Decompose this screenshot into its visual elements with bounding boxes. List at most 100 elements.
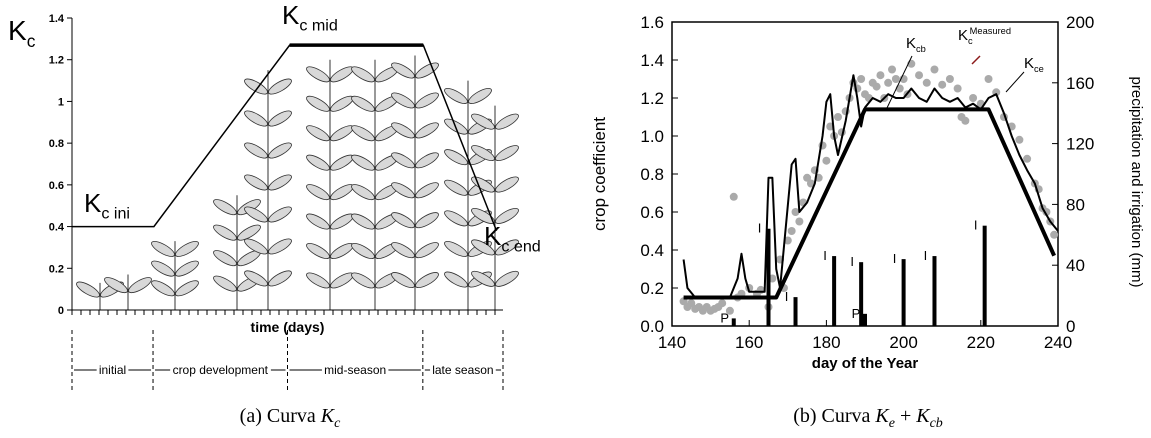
y2-tick-label: 200: [1066, 13, 1094, 32]
plant-leaf: [471, 270, 495, 287]
x-tick-label: 220: [967, 333, 995, 352]
plant-leaf: [351, 213, 375, 230]
plant-leaf: [468, 88, 492, 104]
x-tick-label: 240: [1044, 333, 1072, 352]
y-tick-label: 0: [58, 305, 64, 317]
measured-point: [872, 82, 881, 91]
y-tick-label: 1.0: [640, 127, 664, 146]
annotation-main: K: [484, 221, 502, 251]
water-bar: [731, 318, 736, 326]
measured-point: [1015, 135, 1024, 144]
y-tick-label: 1.6: [640, 13, 664, 32]
y-tick-label: 1.4: [49, 13, 65, 25]
measured-point: [822, 156, 831, 165]
stage-label: crop development: [173, 363, 269, 377]
y-tick-label: 1: [58, 96, 64, 108]
plant-leaf: [213, 275, 237, 292]
plant-leaf: [268, 78, 292, 95]
caption-term: K: [320, 405, 336, 427]
y-tick-label: 1.4: [640, 51, 664, 70]
plant-leaf: [268, 142, 292, 159]
annotation: Kc ini: [84, 188, 130, 223]
y-tick-label: 0.4: [49, 222, 65, 234]
plant-leaf: [471, 145, 495, 162]
plant-leaf: [330, 243, 354, 259]
plant-leaf: [415, 122, 439, 139]
plant-leaf: [244, 206, 268, 223]
plant-leaf: [151, 280, 175, 297]
plant-leaf: [444, 88, 468, 104]
plant-leaf: [330, 125, 354, 142]
plant-leaf: [213, 199, 237, 216]
water-bar: [863, 313, 867, 326]
y-tick-label: 0.2: [640, 279, 664, 298]
water-bar: [932, 256, 937, 326]
annotation-main: K: [958, 27, 968, 44]
measured-point: [915, 71, 924, 80]
plant-leaf: [444, 179, 468, 196]
measured-point: [884, 78, 893, 87]
annotation-arrow: [1005, 71, 1025, 93]
measured-point: [729, 192, 738, 201]
annotation-sup: Measured: [970, 26, 1011, 36]
plant-leaf: [351, 154, 375, 171]
bar-label: I: [850, 254, 854, 269]
x-tick-label: 180: [812, 333, 840, 352]
plant-leaf: [351, 272, 375, 289]
bar-label: I: [893, 251, 897, 266]
y2-tick-label: 80: [1066, 195, 1085, 214]
plant-leaf: [471, 239, 495, 256]
measured-point: [725, 306, 734, 315]
x-axis-label: time (days): [251, 319, 325, 335]
y-axis-label-sub: c: [27, 31, 36, 51]
plant-leaf: [306, 66, 330, 83]
y2-tick-label: 160: [1066, 74, 1094, 93]
annotation: Kcb: [906, 35, 926, 54]
water-bar: [859, 262, 864, 326]
y-tick-label: 0.4: [640, 241, 664, 260]
annotation-sub: ce: [1034, 64, 1044, 74]
plant-leaf: [471, 207, 495, 224]
plant-leaf: [128, 277, 152, 294]
plant-leaf: [244, 238, 268, 255]
plant-leaf: [391, 212, 415, 229]
y2-tick-label: 0: [1066, 317, 1075, 336]
water-bar: [793, 297, 798, 326]
bar-label: I: [924, 248, 928, 263]
plant-leaf: [330, 213, 354, 230]
y-tick-label: 0.6: [49, 180, 64, 192]
bar-label: I: [974, 218, 978, 233]
caption: (a) Curva Kc: [240, 405, 341, 431]
plant-leaf: [244, 174, 268, 191]
x-tick-label: 160: [735, 333, 763, 352]
bar-label: P: [720, 310, 729, 325]
plant-leaf: [391, 92, 415, 109]
plant-leaf: [244, 78, 268, 95]
measured-point: [803, 173, 812, 182]
plant-leaf: [415, 62, 439, 79]
plant-leaf: [391, 152, 415, 169]
measured-point: [961, 116, 970, 125]
measured-point: [891, 75, 900, 83]
bar-label: P: [852, 306, 861, 321]
bar-label: I: [758, 221, 762, 236]
measured-point: [876, 71, 885, 80]
plant-leaf: [244, 110, 268, 127]
y-axis-label: Kc: [8, 15, 36, 51]
caption: (b) Curva Ke + Kcb: [793, 405, 943, 432]
plant-leaf: [495, 113, 519, 130]
measured-point: [888, 65, 897, 74]
annotation-sub: cb: [916, 44, 926, 54]
y-tick-label: 0.8: [49, 138, 64, 150]
plant-leaf: [415, 242, 439, 259]
annotation-main: K: [282, 0, 300, 30]
plant-leaf: [495, 145, 519, 162]
plant-leaf: [330, 272, 354, 289]
x-tick-label: 200: [889, 333, 917, 352]
plant-leaf: [415, 212, 439, 229]
stage-label: initial: [99, 363, 126, 377]
plant-leaf: [330, 154, 354, 171]
plant-leaf: [391, 122, 415, 139]
